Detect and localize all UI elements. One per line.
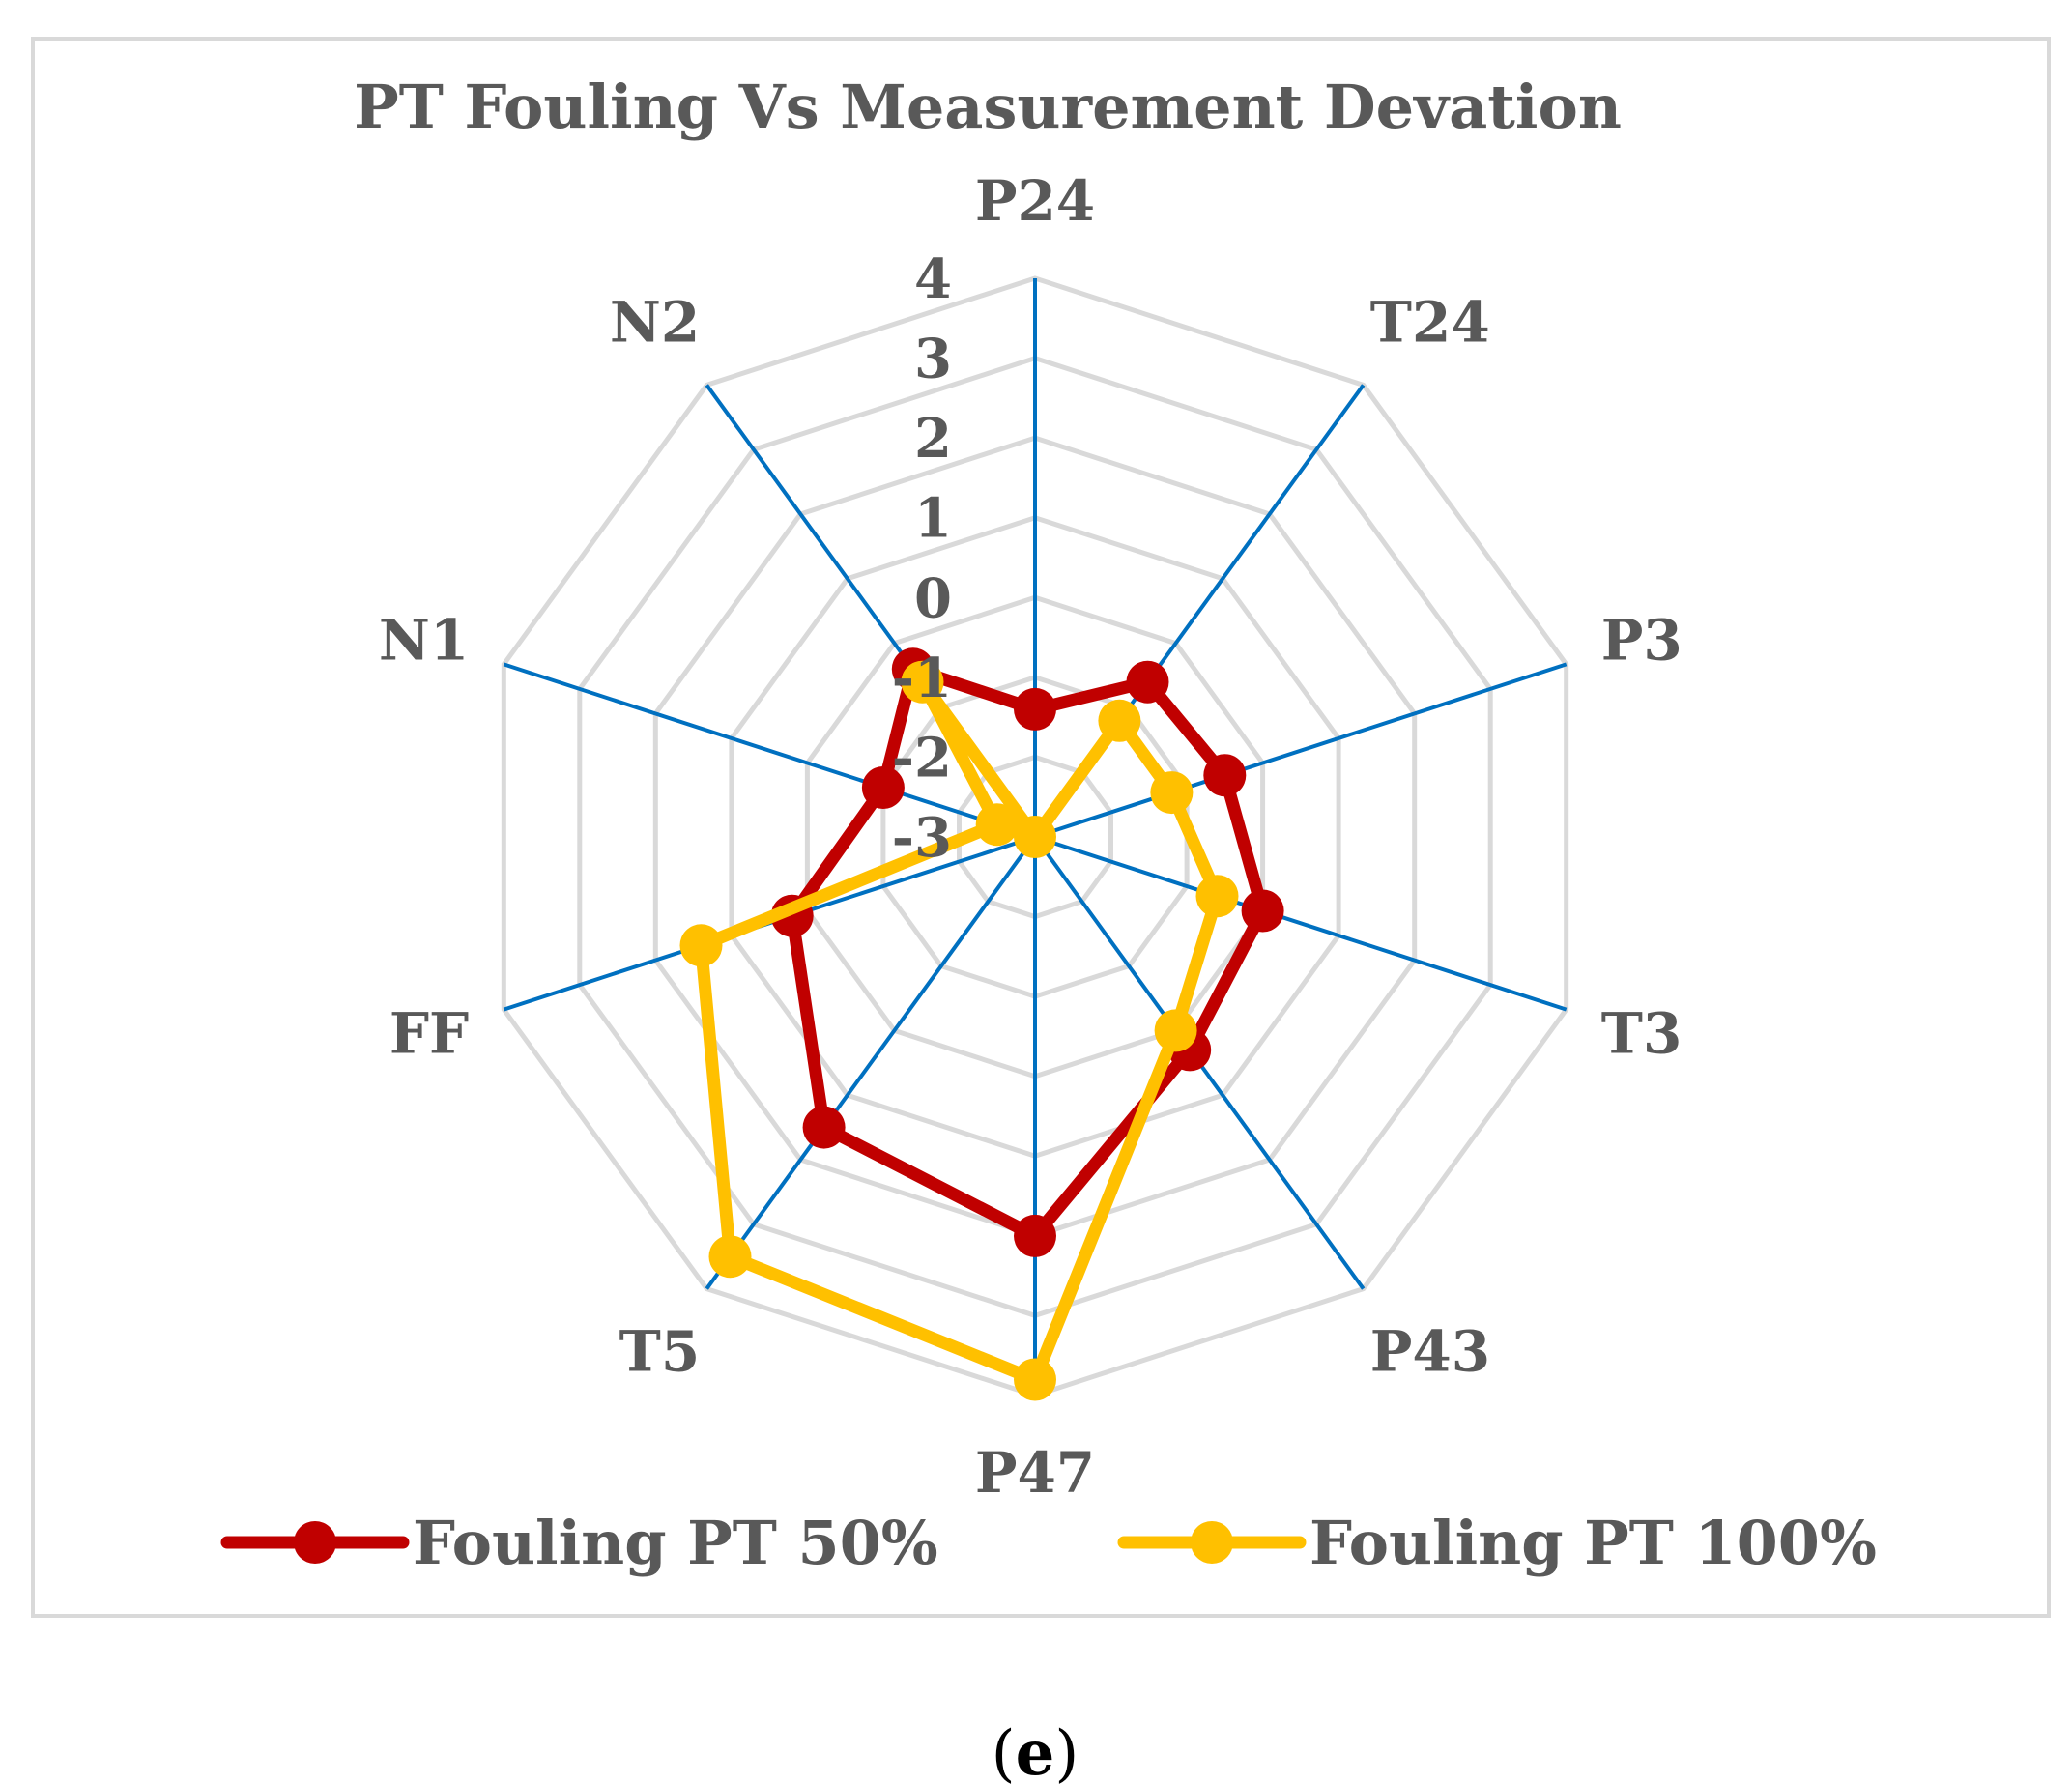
axis-label-n2: N2	[610, 290, 700, 356]
series-2-point-p43	[1154, 1009, 1197, 1052]
series-2-point-p3	[1150, 771, 1194, 815]
series-1-point-n1	[861, 766, 905, 809]
spoke-n1	[503, 662, 1036, 839]
tick-label-1: -2	[892, 726, 952, 790]
legend-item-2: Fouling PT 100%	[1117, 1508, 1877, 1578]
axis-labels: P24 T24 P3 T3 P43 P47 T5 FF N1 N2	[379, 168, 1683, 1506]
legend-label-2: Fouling PT 100%	[1309, 1508, 1877, 1578]
series-2-point-t24	[1098, 699, 1141, 742]
series-1-point-t5	[802, 1106, 846, 1149]
tick-label-2: -1	[892, 647, 952, 710]
tick-label-5: 2	[914, 407, 952, 471]
axis-label-p47: P47	[975, 1440, 1095, 1506]
series-2-point-n1	[975, 803, 1019, 847]
axis-label-ff: FF	[389, 1000, 469, 1066]
legend-item-1: Fouling PT 50%	[220, 1508, 938, 1578]
tick-labels: -3 -2 -1 0 1 2 3 4	[892, 247, 952, 870]
series-layer	[679, 647, 1284, 1401]
series-2-point-ff	[679, 924, 723, 967]
tick-label-7: 4	[914, 247, 952, 311]
tick-label-0: -3	[892, 806, 952, 870]
axis-label-t3: T3	[1601, 1000, 1683, 1066]
axis-label-t24: T24	[1370, 290, 1490, 356]
spoke-t3	[1034, 835, 1568, 1012]
legend: Fouling PT 50% Fouling PT 100%	[220, 1508, 1877, 1578]
axis-label-p24: P24	[975, 168, 1095, 234]
legend-swatch-marker-2	[1191, 1521, 1233, 1564]
axis-label-n1: N1	[379, 608, 469, 674]
legend-swatch-marker-1	[294, 1521, 336, 1564]
series-1-point-p3	[1203, 754, 1247, 797]
spoke-p3	[1034, 662, 1568, 839]
series-2-point-n2	[901, 660, 944, 704]
series-1-point-p47	[1014, 1214, 1056, 1257]
legend-label-1: Fouling PT 50%	[413, 1508, 938, 1578]
series-2-point-p47	[1014, 1358, 1056, 1401]
axis-label-p43: P43	[1370, 1318, 1490, 1384]
tick-label-6: 3	[914, 328, 952, 391]
figure-caption: (e)	[992, 1717, 1079, 1784]
axis-label-t5: T5	[619, 1318, 701, 1384]
caption-open: (	[992, 1718, 1016, 1784]
series-1-point-t24	[1126, 660, 1169, 704]
caption-letter: e	[1016, 1717, 1055, 1784]
series-2-point-p24	[1014, 816, 1056, 858]
spoke-t5	[705, 835, 1037, 1290]
series-2	[679, 660, 1239, 1401]
tick-label-3: 0	[914, 566, 952, 630]
axis-label-p3: P3	[1601, 608, 1683, 674]
series-2-point-t3	[1195, 875, 1239, 918]
series-2-point-t5	[708, 1235, 752, 1279]
chart-title: PT Fouling Vs Measurement Devation	[354, 72, 1622, 142]
caption-close: )	[1054, 1718, 1079, 1784]
series-1-point-p24	[1014, 687, 1056, 731]
series-1-point-t3	[1241, 889, 1284, 933]
tick-label-4: 1	[914, 487, 952, 551]
